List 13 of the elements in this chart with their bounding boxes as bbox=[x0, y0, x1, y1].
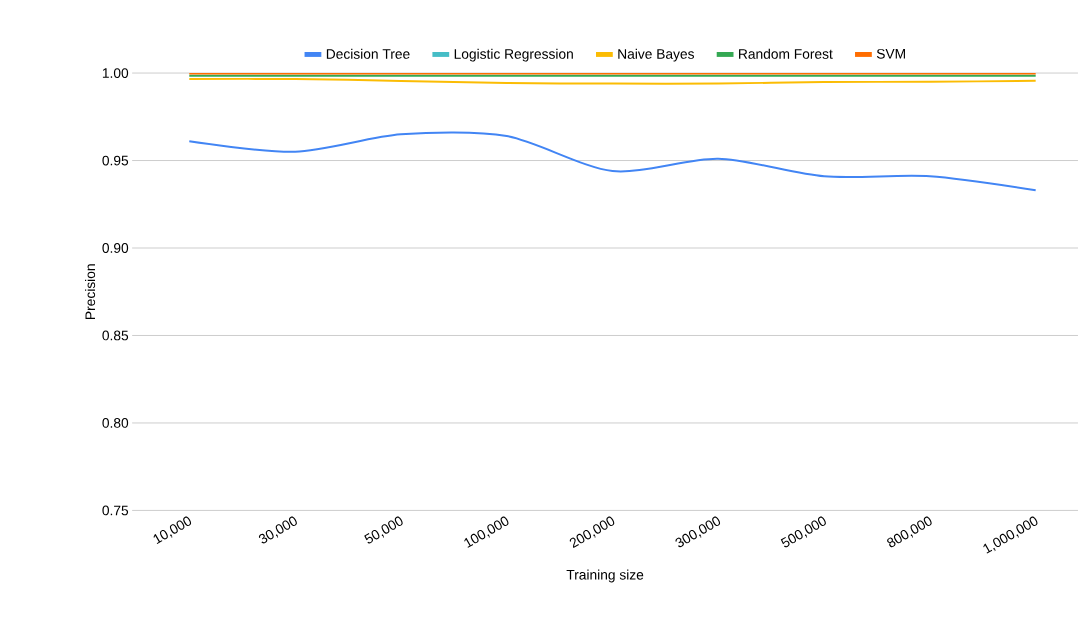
y-tick-label: 0.80 bbox=[102, 418, 129, 428]
y-tick-label: 0.75 bbox=[102, 505, 129, 516]
legend-label: Random Forest bbox=[739, 48, 833, 59]
y-tick-label: 1.00 bbox=[102, 68, 129, 79]
legend-label: SVM bbox=[876, 49, 905, 59]
y-tick-label: 0.95 bbox=[102, 155, 129, 166]
legend-label: Logistic Regression bbox=[454, 48, 573, 62]
y-axis-title: Precision bbox=[85, 264, 96, 320]
y-tick-label: 0.85 bbox=[102, 330, 129, 341]
x-axis-title: Training size bbox=[566, 569, 644, 583]
legend-label: Decision Tree bbox=[326, 48, 410, 59]
legend-label: Naive Bayes bbox=[618, 48, 694, 62]
y-tick-label: 0.90 bbox=[102, 243, 129, 254]
